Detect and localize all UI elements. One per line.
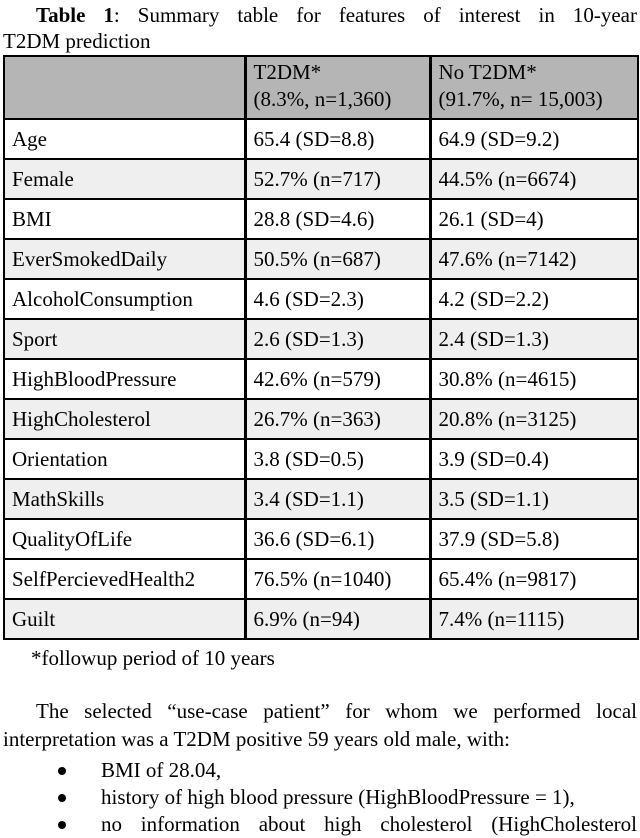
no-t2dm-cell: 64.9 (SD=9.2) bbox=[428, 118, 639, 160]
feature-cell: BMI bbox=[3, 198, 246, 240]
bullet-icon bbox=[58, 767, 66, 775]
table-row: Female 52.7% (n=717) 44.5% (n=6674) bbox=[3, 158, 639, 200]
no-t2dm-cell: 65.4% (n=9817) bbox=[428, 558, 639, 600]
t2dm-cell: 6.9% (n=94) bbox=[243, 598, 431, 640]
bullet-icon bbox=[58, 821, 66, 829]
summary-table: T2DM* (8.3%, n=1,360) No T2DM* (91.7%, n… bbox=[3, 55, 639, 640]
no-t2dm-cell: 47.6% (n=7142) bbox=[428, 238, 639, 280]
t2dm-cell: 76.5% (n=1040) bbox=[243, 558, 431, 600]
header-no-t2dm-line1: No T2DM* bbox=[438, 60, 537, 84]
no-t2dm-cell: 20.8% (n=3125) bbox=[428, 398, 639, 440]
body-paragraph: The selected “use-case patient” for whom… bbox=[3, 697, 637, 753]
table-footnote: *followup period of 10 years bbox=[31, 646, 275, 670]
no-t2dm-cell: 37.9 (SD=5.8) bbox=[428, 518, 639, 560]
t2dm-cell: 65.4 (SD=8.8) bbox=[243, 118, 431, 160]
no-t2dm-cell: 4.2 (SD=2.2) bbox=[428, 278, 639, 320]
feature-cell: QualityOfLife bbox=[3, 518, 246, 560]
table-header-row: T2DM* (8.3%, n=1,360) No T2DM* (91.7%, n… bbox=[3, 55, 639, 120]
feature-cell: HighBloodPressure bbox=[3, 358, 246, 400]
list-item: BMI of 28.04, bbox=[3, 757, 637, 784]
list-item: history of high blood pressure (HighBloo… bbox=[3, 784, 637, 811]
table-row: Guilt 6.9% (n=94) 7.4% (n=1115) bbox=[3, 598, 639, 640]
t2dm-cell: 50.5% (n=687) bbox=[243, 238, 431, 280]
t2dm-cell: 42.6% (n=579) bbox=[243, 358, 431, 400]
no-t2dm-cell: 2.4 (SD=1.3) bbox=[428, 318, 639, 360]
header-cell-feature bbox=[3, 55, 246, 120]
paragraph-line-1: The selected “use-case patient” for whom… bbox=[36, 699, 637, 723]
header-cell-t2dm: T2DM* (8.3%, n=1,360) bbox=[243, 55, 431, 120]
list-item-text: history of high blood pressure (HighBloo… bbox=[101, 785, 575, 809]
feature-cell: Guilt bbox=[3, 598, 246, 640]
feature-cell: Sport bbox=[3, 318, 246, 360]
table-row: AlcoholConsumption 4.6 (SD=2.3) 4.2 (SD=… bbox=[3, 278, 639, 320]
feature-cell: SelfPercievedHealth2 bbox=[3, 558, 246, 600]
header-t2dm-line1: T2DM* bbox=[253, 60, 322, 84]
feature-cell: HighCholesterol bbox=[3, 398, 246, 440]
t2dm-cell: 3.4 (SD=1.1) bbox=[243, 478, 431, 520]
feature-cell: Age bbox=[3, 118, 246, 160]
table-row: Age 65.4 (SD=8.8) 64.9 (SD=9.2) bbox=[3, 118, 639, 160]
table-row: BMI 28.8 (SD=4.6) 26.1 (SD=4) bbox=[3, 198, 639, 240]
bullet-icon bbox=[58, 794, 66, 802]
paragraph-line-2: interpretation was a T2DM positive 59 ye… bbox=[3, 727, 511, 751]
no-t2dm-cell: 26.1 (SD=4) bbox=[428, 198, 639, 240]
header-no-t2dm-line2: (91.7%, n= 15,003) bbox=[438, 87, 603, 111]
caption-line-1: Table 1: Summary table for features of i… bbox=[3, 2, 637, 28]
table-row: Sport 2.6 (SD=1.3) 2.4 (SD=1.3) bbox=[3, 318, 639, 360]
t2dm-cell: 28.8 (SD=4.6) bbox=[243, 198, 431, 240]
caption-line-2: T2DM prediction bbox=[3, 29, 151, 53]
list-item: no information about high cholesterol (H… bbox=[3, 811, 637, 838]
feature-cell: EverSmokedDaily bbox=[3, 238, 246, 280]
list-item-text: no information about high cholesterol (H… bbox=[101, 812, 637, 836]
feature-cell: Female bbox=[3, 158, 246, 200]
t2dm-cell: 52.7% (n=717) bbox=[243, 158, 431, 200]
no-t2dm-cell: 30.8% (n=4615) bbox=[428, 358, 639, 400]
table-row: MathSkills 3.4 (SD=1.1) 3.5 (SD=1.1) bbox=[3, 478, 639, 520]
no-t2dm-cell: 7.4% (n=1115) bbox=[428, 598, 639, 640]
no-t2dm-cell: 3.5 (SD=1.1) bbox=[428, 478, 639, 520]
table-caption: Table 1: Summary table for features of i… bbox=[3, 2, 637, 54]
table-row: QualityOfLife 36.6 (SD=6.1) 37.9 (SD=5.8… bbox=[3, 518, 639, 560]
table-row: HighCholesterol 26.7% (n=363) 20.8% (n=3… bbox=[3, 398, 639, 440]
header-t2dm-line2: (8.3%, n=1,360) bbox=[253, 87, 392, 111]
no-t2dm-cell: 44.5% (n=6674) bbox=[428, 158, 639, 200]
header-cell-no-t2dm: No T2DM* (91.7%, n= 15,003) bbox=[428, 55, 639, 120]
table-row: EverSmokedDaily 50.5% (n=687) 47.6% (n=7… bbox=[3, 238, 639, 280]
t2dm-cell: 36.6 (SD=6.1) bbox=[243, 518, 431, 560]
caption-text: : Summary table for features of interest… bbox=[113, 3, 637, 27]
table-row: SelfPercievedHealth2 76.5% (n=1040) 65.4… bbox=[3, 558, 639, 600]
feature-cell: MathSkills bbox=[3, 478, 246, 520]
t2dm-cell: 26.7% (n=363) bbox=[243, 398, 431, 440]
t2dm-cell: 3.8 (SD=0.5) bbox=[243, 438, 431, 480]
t2dm-cell: 4.6 (SD=2.3) bbox=[243, 278, 431, 320]
table-row: Orientation 3.8 (SD=0.5) 3.9 (SD=0.4) bbox=[3, 438, 639, 480]
caption-label: Table 1 bbox=[36, 3, 114, 27]
feature-cell: AlcoholConsumption bbox=[3, 278, 246, 320]
list-item-text: BMI of 28.04, bbox=[101, 758, 222, 782]
no-t2dm-cell: 3.9 (SD=0.4) bbox=[428, 438, 639, 480]
t2dm-cell: 2.6 (SD=1.3) bbox=[243, 318, 431, 360]
feature-cell: Orientation bbox=[3, 438, 246, 480]
table-row: HighBloodPressure 42.6% (n=579) 30.8% (n… bbox=[3, 358, 639, 400]
bullet-list: BMI of 28.04, history of high blood pres… bbox=[3, 757, 637, 838]
